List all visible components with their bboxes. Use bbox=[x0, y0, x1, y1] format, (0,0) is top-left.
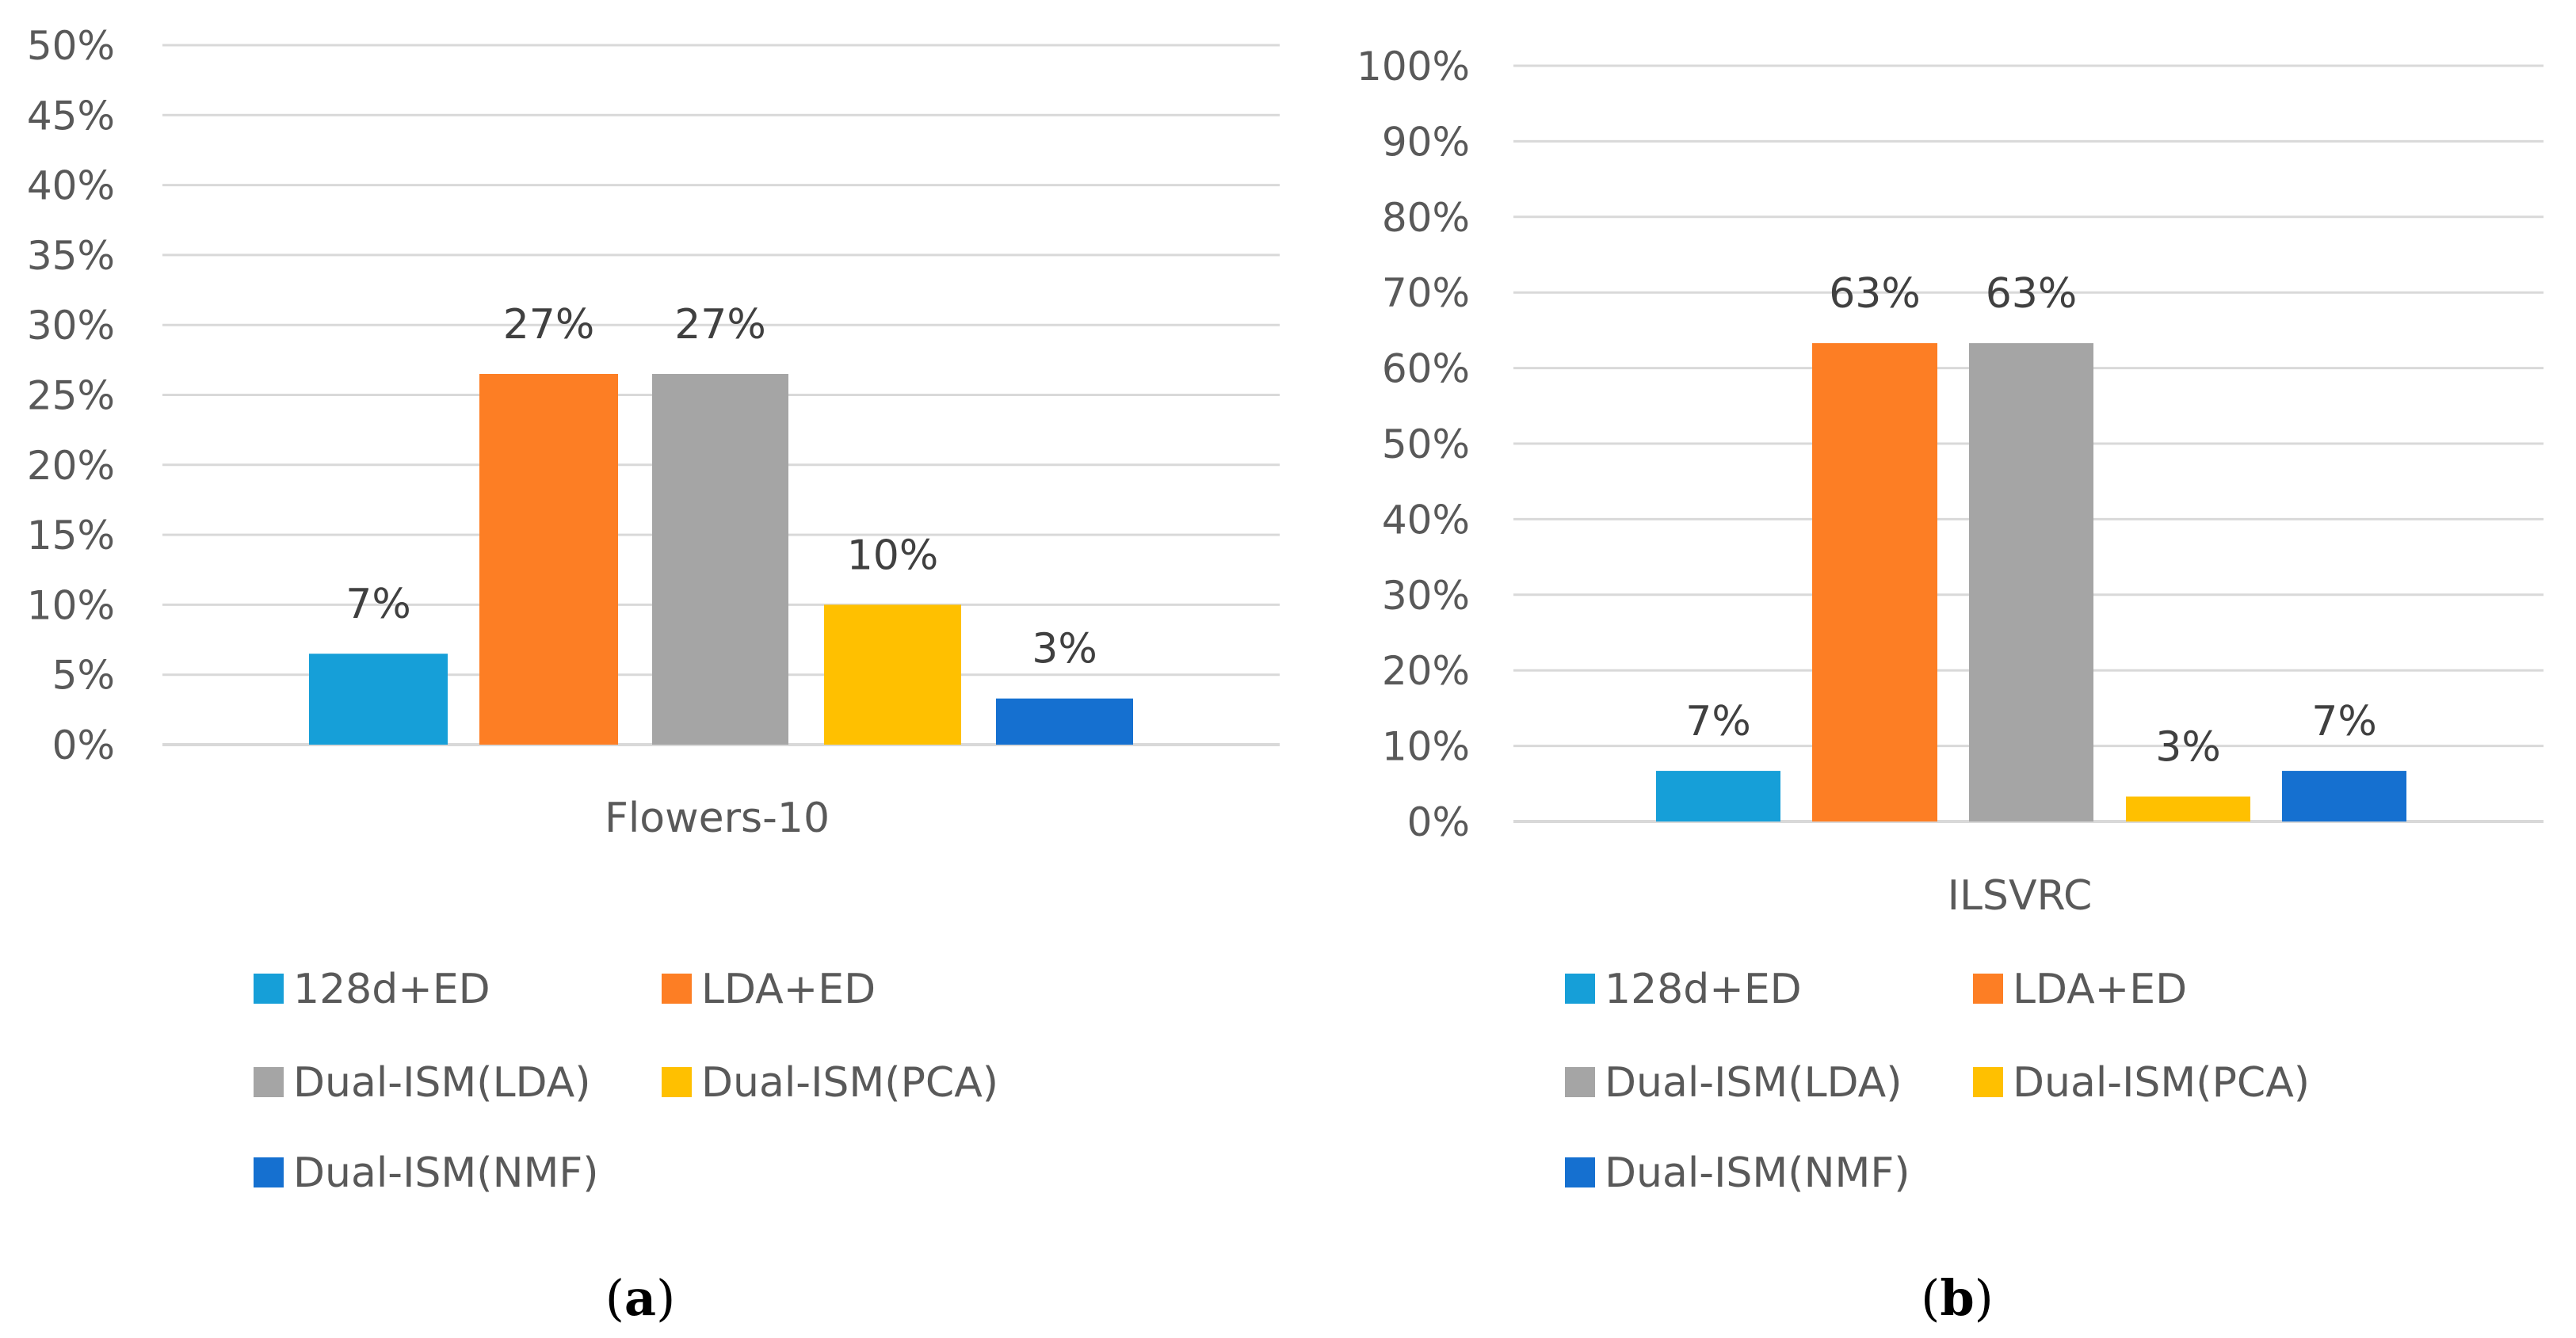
y-tick-label: 10% bbox=[27, 582, 115, 628]
legend-item: Dual-ISM(PCA) bbox=[662, 1059, 998, 1107]
bar-dual-ism-nmf- bbox=[2282, 771, 2406, 821]
data-label: 7% bbox=[2311, 698, 2377, 745]
legend-item: LDA+ED bbox=[662, 966, 876, 1013]
data-label: 63% bbox=[1986, 270, 2078, 318]
y-tick-label: 15% bbox=[27, 513, 115, 558]
data-labels: 7% 63% 63% 3% 7% bbox=[1685, 270, 2377, 771]
legend: 128d+ED LDA+ED Dual-ISM(LDA) Dual-ISM(PCA) D… bbox=[1565, 966, 2310, 1197]
legend-item: Dual-ISM(LDA) bbox=[1565, 1059, 1902, 1107]
legend-swatch bbox=[1973, 1067, 2003, 1097]
legend-swatch bbox=[254, 1067, 284, 1097]
data-label: 3% bbox=[1032, 626, 1097, 673]
legend-swatch bbox=[662, 1067, 692, 1097]
y-tick-label: 30% bbox=[27, 303, 115, 349]
bar-128d-ed bbox=[1656, 771, 1780, 821]
y-tick-label: 100% bbox=[1357, 44, 1470, 90]
y-tick-label: 0% bbox=[1407, 799, 1470, 845]
y-tick-label: 10% bbox=[1382, 724, 1470, 770]
y-tick-label: 40% bbox=[1382, 497, 1470, 543]
bar-lda-ed bbox=[1812, 343, 1937, 821]
legend-label: 128d+ED bbox=[293, 966, 490, 1013]
bar-dual-ism-pca- bbox=[2126, 796, 2250, 821]
data-labels: 7% 27% 27% 10% 3% bbox=[345, 301, 1097, 673]
category-label: Flowers-10 bbox=[605, 795, 830, 842]
y-tick-label: 20% bbox=[27, 443, 115, 489]
data-label: 10% bbox=[847, 532, 939, 579]
legend-swatch bbox=[1565, 1067, 1595, 1097]
legend-label: LDA+ED bbox=[2013, 966, 2187, 1013]
legend-swatch bbox=[254, 1157, 284, 1187]
legend: 128d+ED LDA+ED Dual-ISM(LDA) Dual-ISM(PCA) D… bbox=[254, 966, 998, 1197]
panel-label-a: (a) bbox=[605, 1269, 676, 1327]
bars bbox=[309, 374, 1133, 745]
legend-label: Dual-ISM(PCA) bbox=[701, 1059, 998, 1107]
y-tick-label: 60% bbox=[1382, 346, 1470, 392]
legend-item: LDA+ED bbox=[1973, 966, 2187, 1013]
y-tick-label: 50% bbox=[1382, 421, 1470, 467]
y-tick-label: 90% bbox=[1382, 119, 1470, 165]
y-tick-label: 50% bbox=[27, 23, 115, 69]
bars bbox=[1656, 343, 2406, 821]
legend-label: Dual-ISM(LDA) bbox=[293, 1059, 591, 1107]
legend-item: 128d+ED bbox=[1565, 966, 1802, 1013]
y-tick-label: 25% bbox=[27, 373, 115, 419]
bar-128d-ed bbox=[309, 654, 448, 745]
y-tick-label: 20% bbox=[1382, 648, 1470, 694]
legend-item: Dual-ISM(NMF) bbox=[1565, 1149, 1910, 1197]
bar-dual-ism-lda- bbox=[652, 374, 788, 745]
chart-b: 0% 10% 20% 30% 40% 50% 60% 70% 80% 90% 100% 7% 63% 6… bbox=[1357, 44, 2544, 1327]
legend-swatch bbox=[1565, 974, 1595, 1004]
category-label: ILSVRC bbox=[1948, 872, 2093, 920]
legend-swatch bbox=[1565, 1157, 1595, 1187]
bar-lda-ed bbox=[479, 374, 618, 745]
legend-label: LDA+ED bbox=[701, 966, 876, 1013]
y-tick-labels: 0% 5% 10% 15% 20% 25% 30% 35% 40% 45% 50% bbox=[27, 23, 115, 768]
legend-swatch bbox=[1973, 974, 2003, 1004]
legend-swatch bbox=[254, 974, 284, 1004]
y-tick-label: 35% bbox=[27, 233, 115, 279]
legend-label: Dual-ISM(NMF) bbox=[293, 1149, 599, 1197]
legend-swatch bbox=[662, 974, 692, 1004]
y-tick-label: 30% bbox=[1382, 573, 1470, 619]
data-label: 27% bbox=[674, 301, 766, 349]
y-tick-label: 70% bbox=[1382, 270, 1470, 316]
legend-label: Dual-ISM(PCA) bbox=[2013, 1059, 2310, 1107]
data-label: 27% bbox=[503, 301, 595, 349]
panel-label-b: (b) bbox=[1921, 1269, 1994, 1327]
legend-item: Dual-ISM(PCA) bbox=[1973, 1059, 2310, 1107]
bar-dual-ism-lda- bbox=[1969, 343, 2093, 821]
legend-item: 128d+ED bbox=[254, 966, 490, 1013]
data-label: 63% bbox=[1829, 270, 1921, 318]
legend-item: Dual-ISM(LDA) bbox=[254, 1059, 591, 1107]
y-tick-label: 0% bbox=[52, 722, 115, 768]
data-label: 3% bbox=[2155, 724, 2221, 772]
bar-dual-ism-nmf- bbox=[996, 698, 1133, 745]
y-tick-label: 80% bbox=[1382, 195, 1470, 241]
y-tick-label: 5% bbox=[52, 653, 115, 699]
panel-letter-a: a bbox=[624, 1269, 656, 1327]
y-tick-label: 40% bbox=[27, 163, 115, 209]
legend-label: Dual-ISM(LDA) bbox=[1605, 1059, 1902, 1107]
chart-a: 0% 5% 10% 15% 20% 25% 30% 35% 40% 45% 50% 7% 27% 27%… bbox=[27, 23, 1280, 1327]
data-label: 7% bbox=[345, 581, 411, 628]
data-label: 7% bbox=[1685, 698, 1751, 745]
legend-label: 128d+ED bbox=[1605, 966, 1802, 1013]
panel-letter-b: b bbox=[1940, 1269, 1974, 1327]
bar-dual-ism-pca- bbox=[824, 604, 961, 745]
y-tick-label: 45% bbox=[27, 93, 115, 139]
legend-label: Dual-ISM(NMF) bbox=[1605, 1149, 1910, 1197]
y-tick-labels: 0% 10% 20% 30% 40% 50% 60% 70% 80% 90% 100% bbox=[1357, 44, 1470, 845]
legend-item: Dual-ISM(NMF) bbox=[254, 1149, 599, 1197]
